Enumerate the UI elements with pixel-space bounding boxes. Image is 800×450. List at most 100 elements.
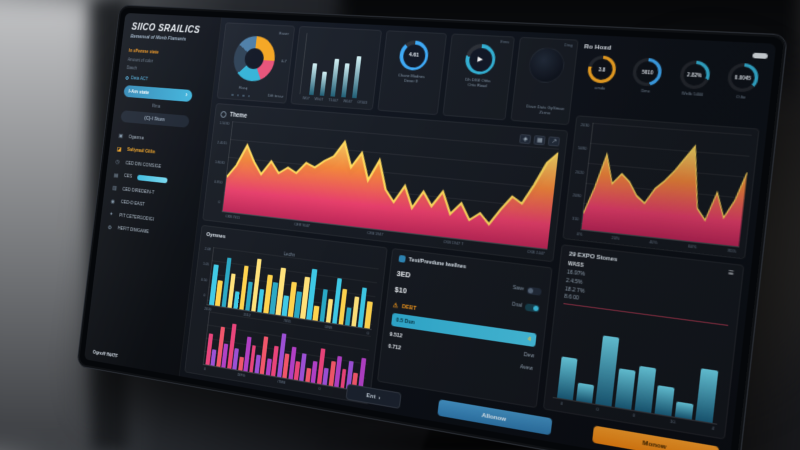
toggle-label: Save (512, 285, 525, 293)
gauge-corner-label: Erms (500, 39, 510, 45)
sidebar-link-data-act[interactable]: Data ACT (125, 75, 207, 86)
sidebar-item-dimgame[interactable]: ⚙ HEFIT DIMGAME (107, 224, 189, 241)
sidebar-item-oganma[interactable]: ▣ Oganma (118, 133, 200, 147)
donut-label-right: 0-7 (280, 58, 287, 64)
menu-icon[interactable]: ≡ (728, 267, 735, 279)
sidebar-item-ces[interactable]: ▤ CES (114, 172, 196, 187)
sidebar-secondary-pill-button[interactable]: (C)-I Stum (120, 110, 190, 128)
sidebar-item-east[interactable]: ◉ CED-D EAST (110, 198, 192, 214)
ring-gauge: 5010 (631, 57, 664, 87)
bar (319, 71, 328, 96)
sidebar-item-sallymail[interactable]: ◪ Sallymail Glilin (117, 146, 199, 160)
tick-label: CKB 7011 (225, 214, 240, 220)
bar (556, 356, 578, 401)
ring-gauge: 3.8 (586, 54, 618, 84)
bar (695, 368, 719, 423)
sidebar-primary-pill-button[interactable]: I-Am state › (123, 85, 193, 103)
main-chart-plot-wrap: 1.5030 2.4015 1.8030 0.850 0 (209, 120, 559, 250)
grid-view-icon[interactable]: ▦ (533, 135, 546, 146)
tick-label: 310 (571, 216, 580, 222)
chart-actions: ◈ ▦ ↗ (519, 133, 561, 147)
dashboard: SIICO SRAILICS Bemensal of Monb Flamants… (84, 12, 777, 450)
sidebar-item-label: CED-D EAST (120, 199, 145, 208)
tick-label: 1.8030 (214, 160, 225, 165)
onal-toggle[interactable]: Onal (511, 301, 540, 313)
tick-label: 60% (687, 244, 697, 250)
donut-label-corner: Dift tessz (267, 92, 284, 99)
sidebar-item-label: PIT CETERGODIGI (119, 212, 155, 223)
play-icon[interactable]: ▶ (477, 56, 484, 64)
donut-chart[interactable] (231, 35, 278, 83)
right-column: Ro Hoxd 3.8 amdo 5010 (538, 35, 776, 450)
kpi-gauge-ofte: 0.0045 O.fte (716, 60, 767, 124)
save-toggle[interactable]: Save (512, 285, 542, 296)
allonow-button-label: Allonow (481, 411, 507, 423)
bar (352, 55, 362, 99)
sidebar-menu: ▣ Oganma ◪ Sallymail Glilin ◷ CED DIN CO… (107, 133, 200, 241)
chevron-right-icon: › (184, 92, 188, 99)
primary-pill-label: I-Am state (128, 88, 150, 96)
bars-card: Oymnes Lechn 2.08 1.05 0.50 0 2010 2012 7055 D… (184, 224, 388, 405)
gauge-label: amdo (594, 84, 606, 91)
ring-gauge: 2.82% (678, 59, 711, 90)
davz-panel: Dmg Davz Dats GySmae Zcrno (510, 36, 579, 126)
tick-label: W07 (302, 96, 310, 101)
sidebar-item-label: Oganma (128, 134, 145, 141)
diamond-icon[interactable]: ◈ (519, 133, 532, 145)
tick-label: CER 9047 (294, 222, 310, 229)
chevron-right-icon: › (378, 393, 381, 401)
donut-hole (243, 47, 265, 70)
tick-label: W047 (342, 99, 353, 104)
toggle-knob-on (524, 303, 540, 313)
gauge-label: Chane Modnes Dever 9 (397, 72, 426, 85)
area2-chart[interactable] (580, 122, 752, 248)
tick-label: T1007 (328, 98, 339, 103)
toggle-knob-off (526, 286, 542, 296)
gear-icon: ⚙ (107, 224, 113, 231)
tick-label: Wh07 (314, 97, 324, 102)
kpi-gauge-amdo: 3.8 amdo (577, 53, 624, 114)
tick-label: CKB 1947 (366, 230, 384, 237)
gauge-card-orto: Erms ▶ Dh DIGI Ottta Orto Road (442, 33, 515, 121)
tick-label: 2020 (575, 169, 585, 175)
share-icon[interactable]: ↗ (547, 136, 561, 147)
kpi-gauges-row: 3.8 amdo 5010 Dmx 2.82% (577, 53, 767, 125)
tick-label: 2.08 (204, 246, 212, 252)
sidebar-item-label: CED DIN CONSIGE (125, 160, 162, 170)
area2-card: 2030 5080 2020 2080 310 0% 20% 40% 60% 85% (562, 115, 760, 260)
tick-label: 07003 (357, 100, 368, 105)
tick-label: 1.05 (202, 262, 210, 267)
kpi-gauge-dmx: 5010 Dmx (622, 55, 671, 117)
stat-label: Avew (519, 364, 533, 373)
bar (312, 305, 320, 322)
davz-label: Davz Dats GySmae Zcrno (526, 102, 565, 116)
tick-label: 2.4015 (217, 140, 228, 146)
sidebar-item-label: CES (123, 173, 133, 180)
ring-gauge: 0.0045 (726, 62, 760, 93)
tick-label: /7MB (277, 379, 286, 385)
sidebar-item-label: HEFIT DIMGAME (117, 225, 150, 236)
expo-card: 29 EXPO Stones ≡ WASS 16.97% 2.4.5% 18.2 7%… (542, 244, 745, 440)
bars-card-title: Oymnes (206, 232, 226, 241)
radio-dot-icon (125, 76, 129, 80)
davz-circle (526, 46, 566, 84)
sidebar-item-consige[interactable]: ◷ CED DIN CONSIGE (115, 159, 197, 174)
bar (674, 401, 694, 420)
tick-label: 85% (727, 248, 737, 254)
screen-bezel: SIICO SRAILICS Bemensal of Monb Flamants… (76, 4, 789, 450)
gauge-label: Dh DIGI Ottta Orto Road (465, 76, 491, 89)
test-value-2: $10 (394, 284, 408, 296)
gauge-label: Dmx (640, 87, 651, 94)
sidebar-item-diredeint[interactable]: ▥ CED DIREDEIN-T (112, 185, 194, 200)
main-area-chart[interactable] (221, 121, 559, 250)
minimize-button[interactable] (752, 52, 769, 59)
target-icon: ◉ (110, 198, 116, 205)
modnes-ring-gauge: 4.61 (398, 39, 430, 72)
progress-bar (137, 174, 168, 184)
folder-icon: ◪ (116, 146, 122, 153)
ent-button-label: Ent (365, 391, 377, 401)
table-icon: ▥ (112, 185, 118, 192)
monitor: SIICO SRAILICS Bemensal of Monb Flamants… (76, 4, 789, 450)
bar (634, 365, 657, 413)
center-column: Easer 0-7 Rasq Dift tessz W07 Wh07 T1007 W0 (180, 18, 585, 440)
